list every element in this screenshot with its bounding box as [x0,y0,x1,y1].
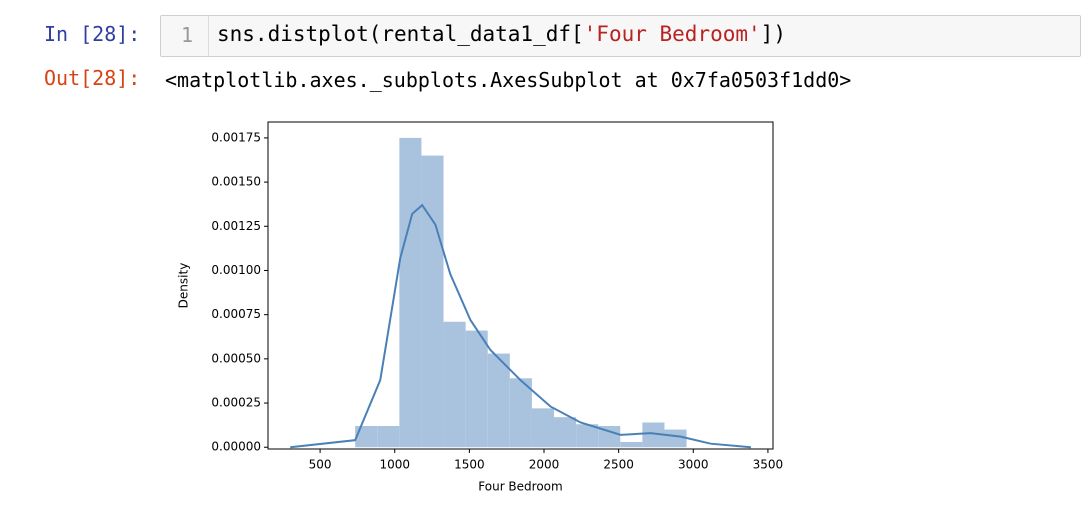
in-prompt: In [28]: [44,22,141,46]
histogram-bar [576,424,599,448]
histogram-bar [664,429,687,448]
y-tick-label: 0.00125 [211,219,261,233]
out-prompt: Out[28]: [44,66,141,90]
y-tick-label: 0.00150 [211,175,261,189]
code-line: sns.distplot(rental_data1_df['Four Bedro… [217,22,786,46]
x-tick-label: 2000 [529,458,560,472]
code-text: ]) [760,22,786,46]
histogram-bar [554,417,577,448]
x-tick-label: 3500 [753,458,784,472]
y-axis-label: Density [177,263,191,309]
histogram-bar [598,426,621,448]
x-tick-label: 3000 [678,458,709,472]
y-tick-label: 0.00025 [211,396,261,410]
histogram-bar [487,353,510,448]
y-tick-label: 0.00100 [211,263,261,277]
histogram-bar [443,321,466,448]
x-axis-label: Four Bedroom [478,480,562,494]
gutter-separator [208,16,209,56]
y-tick-label: 0.00075 [211,307,261,321]
axes-frame [267,121,774,450]
histogram-bar [399,137,422,448]
histogram-bar [377,426,400,448]
output-text: <matplotlib.axes._subplots.AxesSubplot a… [165,68,852,92]
histogram-bar [509,378,532,448]
x-tick-label: 2500 [603,458,634,472]
y-tick-label: 0.00050 [211,351,261,365]
x-tick-label: 1500 [454,458,485,472]
code-cell[interactable]: 1 sns.distplot(rental_data1_df['Four Bed… [160,15,1081,57]
histogram-bar [465,330,488,448]
y-tick-label: 0.00000 [211,440,261,454]
histogram-bar [531,408,555,448]
y-tick-label: 0.00175 [211,130,261,144]
code-text: sns.distplot(rental_data1_df[ [217,22,584,46]
histogram-bar [620,441,643,448]
kde-line [290,203,751,449]
code-string: 'Four Bedroom' [583,22,761,46]
line-number: 1 [181,23,194,47]
x-tick-label: 1000 [379,458,410,472]
histogram-bar [642,422,665,448]
x-tick-label: 500 [309,458,332,472]
histogram-bar [355,426,378,448]
histogram-bar [421,155,444,448]
